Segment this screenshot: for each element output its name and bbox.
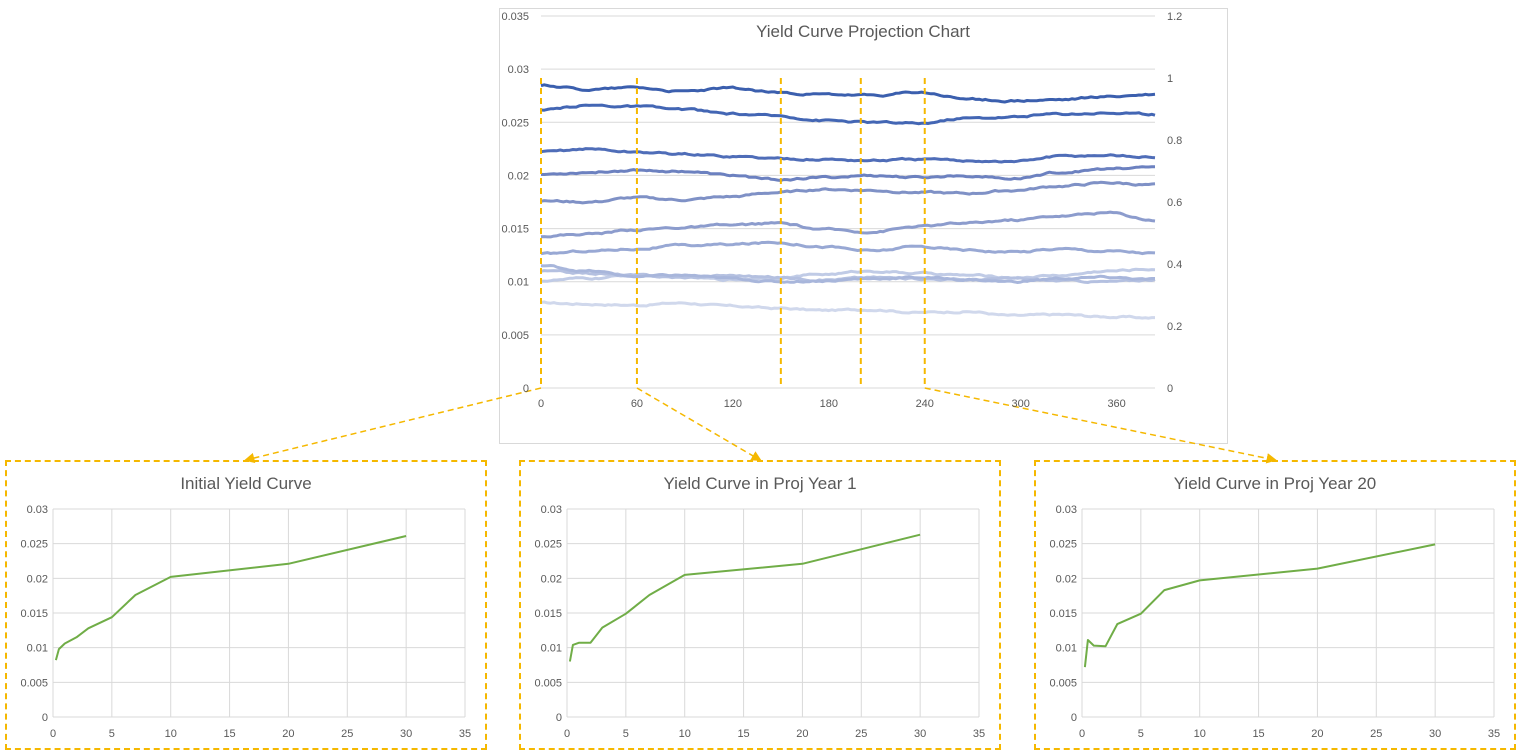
initial-x-tick-label: 10 — [165, 728, 177, 740]
main-chart-title: Yield Curve Projection Chart — [756, 22, 970, 41]
year20-x-tick-label: 20 — [1311, 728, 1323, 740]
year1-yield-line — [570, 535, 920, 662]
main-series-line — [541, 167, 1155, 181]
main-series-line — [541, 302, 1155, 318]
initial-y-tick-label: 0.025 — [20, 539, 48, 551]
year20-y-tick-label: 0.015 — [1049, 608, 1077, 620]
main-x-tick-label: 360 — [1107, 398, 1125, 410]
year1-x-tick-label: 25 — [855, 728, 867, 740]
year1-y-tick-label: 0.03 — [541, 504, 562, 516]
year20-y-tick-label: 0.01 — [1056, 643, 1077, 655]
connector-arrow — [246, 388, 541, 460]
year20-y-tick-label: 0 — [1071, 712, 1077, 724]
initial-x-tick-label: 15 — [223, 728, 235, 740]
main-x-tick-label: 0 — [538, 398, 544, 410]
initial-x-tick-label: 25 — [341, 728, 353, 740]
main-y2-tick-label: 1.2 — [1167, 11, 1182, 23]
main-y-tick-label: 0.03 — [508, 64, 529, 76]
main-series-line — [541, 105, 1155, 124]
year20-y-tick-label: 0.03 — [1056, 504, 1077, 516]
main-y-tick-label: 0.005 — [501, 330, 529, 342]
year20-x-tick-label: 35 — [1488, 728, 1500, 740]
main-series-line — [541, 182, 1155, 203]
year20-x-tick-label: 0 — [1079, 728, 1085, 740]
year1-x-tick-label: 30 — [914, 728, 926, 740]
main-y-tick-label: 0.035 — [501, 11, 529, 23]
main-y2-tick-label: 0.8 — [1167, 135, 1182, 147]
year1-y-tick-label: 0.005 — [534, 677, 562, 689]
main-series-line — [541, 85, 1155, 102]
main-y2-tick-label: 0.2 — [1167, 321, 1182, 333]
year20-x-tick-label: 10 — [1194, 728, 1206, 740]
connector-arrow — [925, 388, 1275, 460]
year1-x-tick-label: 20 — [796, 728, 808, 740]
year20-x-tick-label: 5 — [1138, 728, 1144, 740]
main-y-tick-label: 0 — [523, 383, 529, 395]
main-x-tick-label: 60 — [631, 398, 643, 410]
year1-y-tick-label: 0.015 — [534, 608, 562, 620]
year1-x-tick-label: 35 — [973, 728, 985, 740]
year20-chart-title: Yield Curve in Proj Year 20 — [1174, 474, 1377, 493]
initial-x-tick-label: 35 — [459, 728, 471, 740]
initial-y-tick-label: 0.015 — [20, 608, 48, 620]
initial-x-tick-label: 20 — [282, 728, 294, 740]
initial-x-tick-label: 0 — [50, 728, 56, 740]
main-y-tick-label: 0.02 — [508, 170, 529, 182]
main-y2-tick-label: 1 — [1167, 73, 1173, 85]
main-y-tick-label: 0.015 — [501, 224, 529, 236]
year20-x-tick-label: 25 — [1370, 728, 1382, 740]
year1-y-tick-label: 0.025 — [534, 539, 562, 551]
main-series-line — [541, 149, 1155, 162]
initial-x-tick-label: 30 — [400, 728, 412, 740]
year1-x-tick-label: 5 — [623, 728, 629, 740]
year1-y-tick-label: 0.01 — [541, 643, 562, 655]
year20-y-tick-label: 0.005 — [1049, 677, 1077, 689]
year1-chart-title: Yield Curve in Proj Year 1 — [663, 474, 856, 493]
year1-x-tick-label: 10 — [679, 728, 691, 740]
initial-y-tick-label: 0.01 — [27, 643, 48, 655]
main-x-tick-label: 300 — [1012, 398, 1030, 410]
initial-chart-title: Initial Yield Curve — [180, 474, 311, 493]
main-x-tick-label: 240 — [916, 398, 934, 410]
year1-x-tick-label: 15 — [737, 728, 749, 740]
initial-x-tick-label: 5 — [109, 728, 115, 740]
initial-y-tick-label: 0.005 — [20, 677, 48, 689]
year20-x-tick-label: 30 — [1429, 728, 1441, 740]
main-y2-tick-label: 0.4 — [1167, 259, 1182, 271]
year20-yield-line — [1085, 544, 1435, 667]
main-x-tick-label: 120 — [724, 398, 742, 410]
year1-x-tick-label: 0 — [564, 728, 570, 740]
initial-yield-line — [56, 536, 406, 660]
main-y-tick-label: 0.01 — [508, 277, 529, 289]
main-y-tick-label: 0.025 — [501, 117, 529, 129]
initial-y-tick-label: 0.02 — [27, 573, 48, 585]
initial-y-tick-label: 0.03 — [27, 504, 48, 516]
year1-y-tick-label: 0 — [556, 712, 562, 724]
initial-y-tick-label: 0 — [42, 712, 48, 724]
year20-y-tick-label: 0.025 — [1049, 539, 1077, 551]
main-y2-tick-label: 0.6 — [1167, 197, 1182, 209]
main-series-line — [541, 242, 1155, 253]
year20-y-tick-label: 0.02 — [1056, 573, 1077, 585]
main-series-line — [541, 212, 1155, 237]
main-y2-tick-label: 0 — [1167, 383, 1173, 395]
year20-x-tick-label: 15 — [1252, 728, 1264, 740]
main-x-tick-label: 180 — [820, 398, 838, 410]
year1-y-tick-label: 0.02 — [541, 573, 562, 585]
